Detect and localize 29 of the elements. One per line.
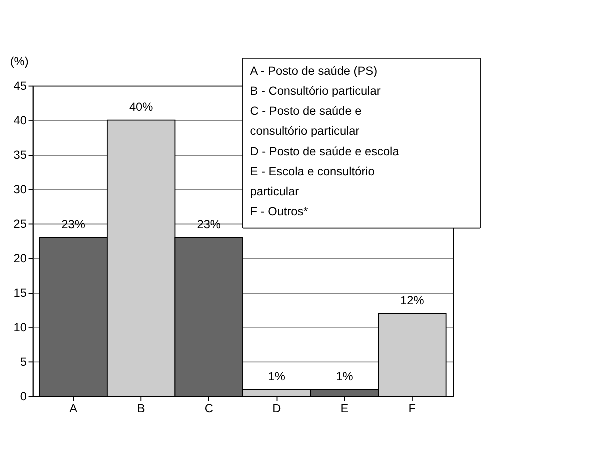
data-label: 1% xyxy=(268,369,286,384)
annotation: C - Posto de saúde e consultório particular xyxy=(250,104,362,138)
y-tick-label: 35 xyxy=(14,148,28,162)
x-tick-label: C xyxy=(204,401,214,416)
y-tick-label: 45 xyxy=(14,78,28,93)
data-label: 1% xyxy=(336,369,354,384)
x-tick-label: D xyxy=(272,401,282,416)
annotation: E - Escola e consultório particular xyxy=(250,164,376,198)
data-label: 23% xyxy=(62,218,86,232)
x-tick-label: A xyxy=(70,401,78,416)
data-label: 12% xyxy=(400,293,425,308)
y-tick-label: 10 xyxy=(14,320,28,335)
annotation: B - Consultório particular xyxy=(250,84,381,98)
text: A - Posto de saúde (PS) xyxy=(250,64,378,78)
y-tick-label: 15 xyxy=(14,286,28,300)
y-tick-label: 40 xyxy=(14,113,28,128)
x-tick-label: B xyxy=(137,401,146,416)
y-tick-label: 5 xyxy=(20,355,28,370)
x-tick-label: F xyxy=(408,401,416,416)
y-axis-title: (%) xyxy=(10,54,29,68)
data-label: 40% xyxy=(129,100,154,114)
data-label: 23% xyxy=(197,218,222,232)
y-tick-label: 30 xyxy=(14,182,28,196)
annotation: D - Posto de saúde e escola xyxy=(250,144,400,158)
y-tick-label: 0 xyxy=(20,390,28,404)
y-tick-label: 20 xyxy=(14,252,28,266)
x-tick-label: E xyxy=(340,401,349,416)
annotation: F - Outros* xyxy=(250,204,309,219)
y-tick-label: 25 xyxy=(14,216,28,231)
